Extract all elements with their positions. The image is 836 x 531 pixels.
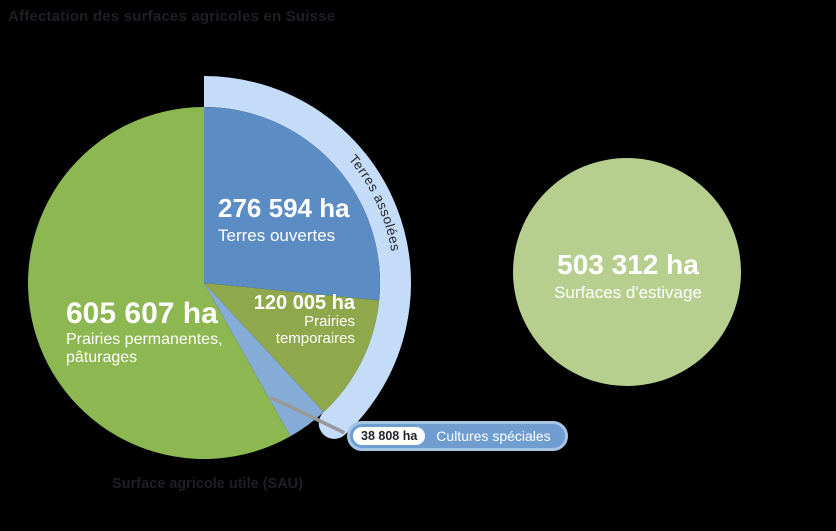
ring-terres-assolees <box>203 76 411 435</box>
prairies-temporaires-name-line1: Prairies <box>304 313 355 331</box>
cultures-speciales-name: Cultures spéciales <box>436 428 551 444</box>
chart-caption-sau: Surface agricole utile (SAU) <box>112 476 303 492</box>
callout-line-cultures-speciales <box>270 396 345 434</box>
cultures-speciales-value: 38 808 ha <box>353 427 426 445</box>
pie-slice-cultures-speciales <box>204 283 324 437</box>
page-title: Affectation des surfaces agricoles en Su… <box>8 8 336 25</box>
prairies-permanentes-value: 605 607 ha <box>66 297 218 330</box>
prairies-temporaires-value: 120 005 ha <box>253 292 355 314</box>
circle-surfaces-estivage <box>513 158 741 386</box>
label-surfaces-estivage: 503 312 ha Surfaces d'estivage <box>512 249 744 302</box>
pie-slice-prairies-permanentes <box>28 107 291 459</box>
prairies-temporaires-name-line2: temporaires <box>275 330 355 348</box>
prairies-permanentes-name-line1: Prairies permanentes, <box>66 330 223 348</box>
label-prairies-temporaires: 120 005 ha Prairies temporaires <box>210 292 355 348</box>
label-terres-ouvertes: 276 594 ha Terres ouvertes <box>218 193 350 246</box>
terres-ouvertes-value: 276 594 ha <box>218 193 350 223</box>
surfaces-estivage-value: 503 312 ha <box>557 249 699 280</box>
pie-slice-prairies-temporaires <box>204 283 380 413</box>
callout-pill-cultures-speciales: 38 808 ha Cultures spéciales <box>347 421 568 451</box>
label-prairies-permanentes: 605 607 ha Prairies permanentes, pâturag… <box>66 297 223 366</box>
pie-slice-terres-ouvertes <box>204 107 380 301</box>
surfaces-estivage-name: Surfaces d'estivage <box>554 283 702 303</box>
prairies-permanentes-name-line2: pâturages <box>66 348 138 366</box>
terres-ouvertes-name: Terres ouvertes <box>218 226 336 246</box>
